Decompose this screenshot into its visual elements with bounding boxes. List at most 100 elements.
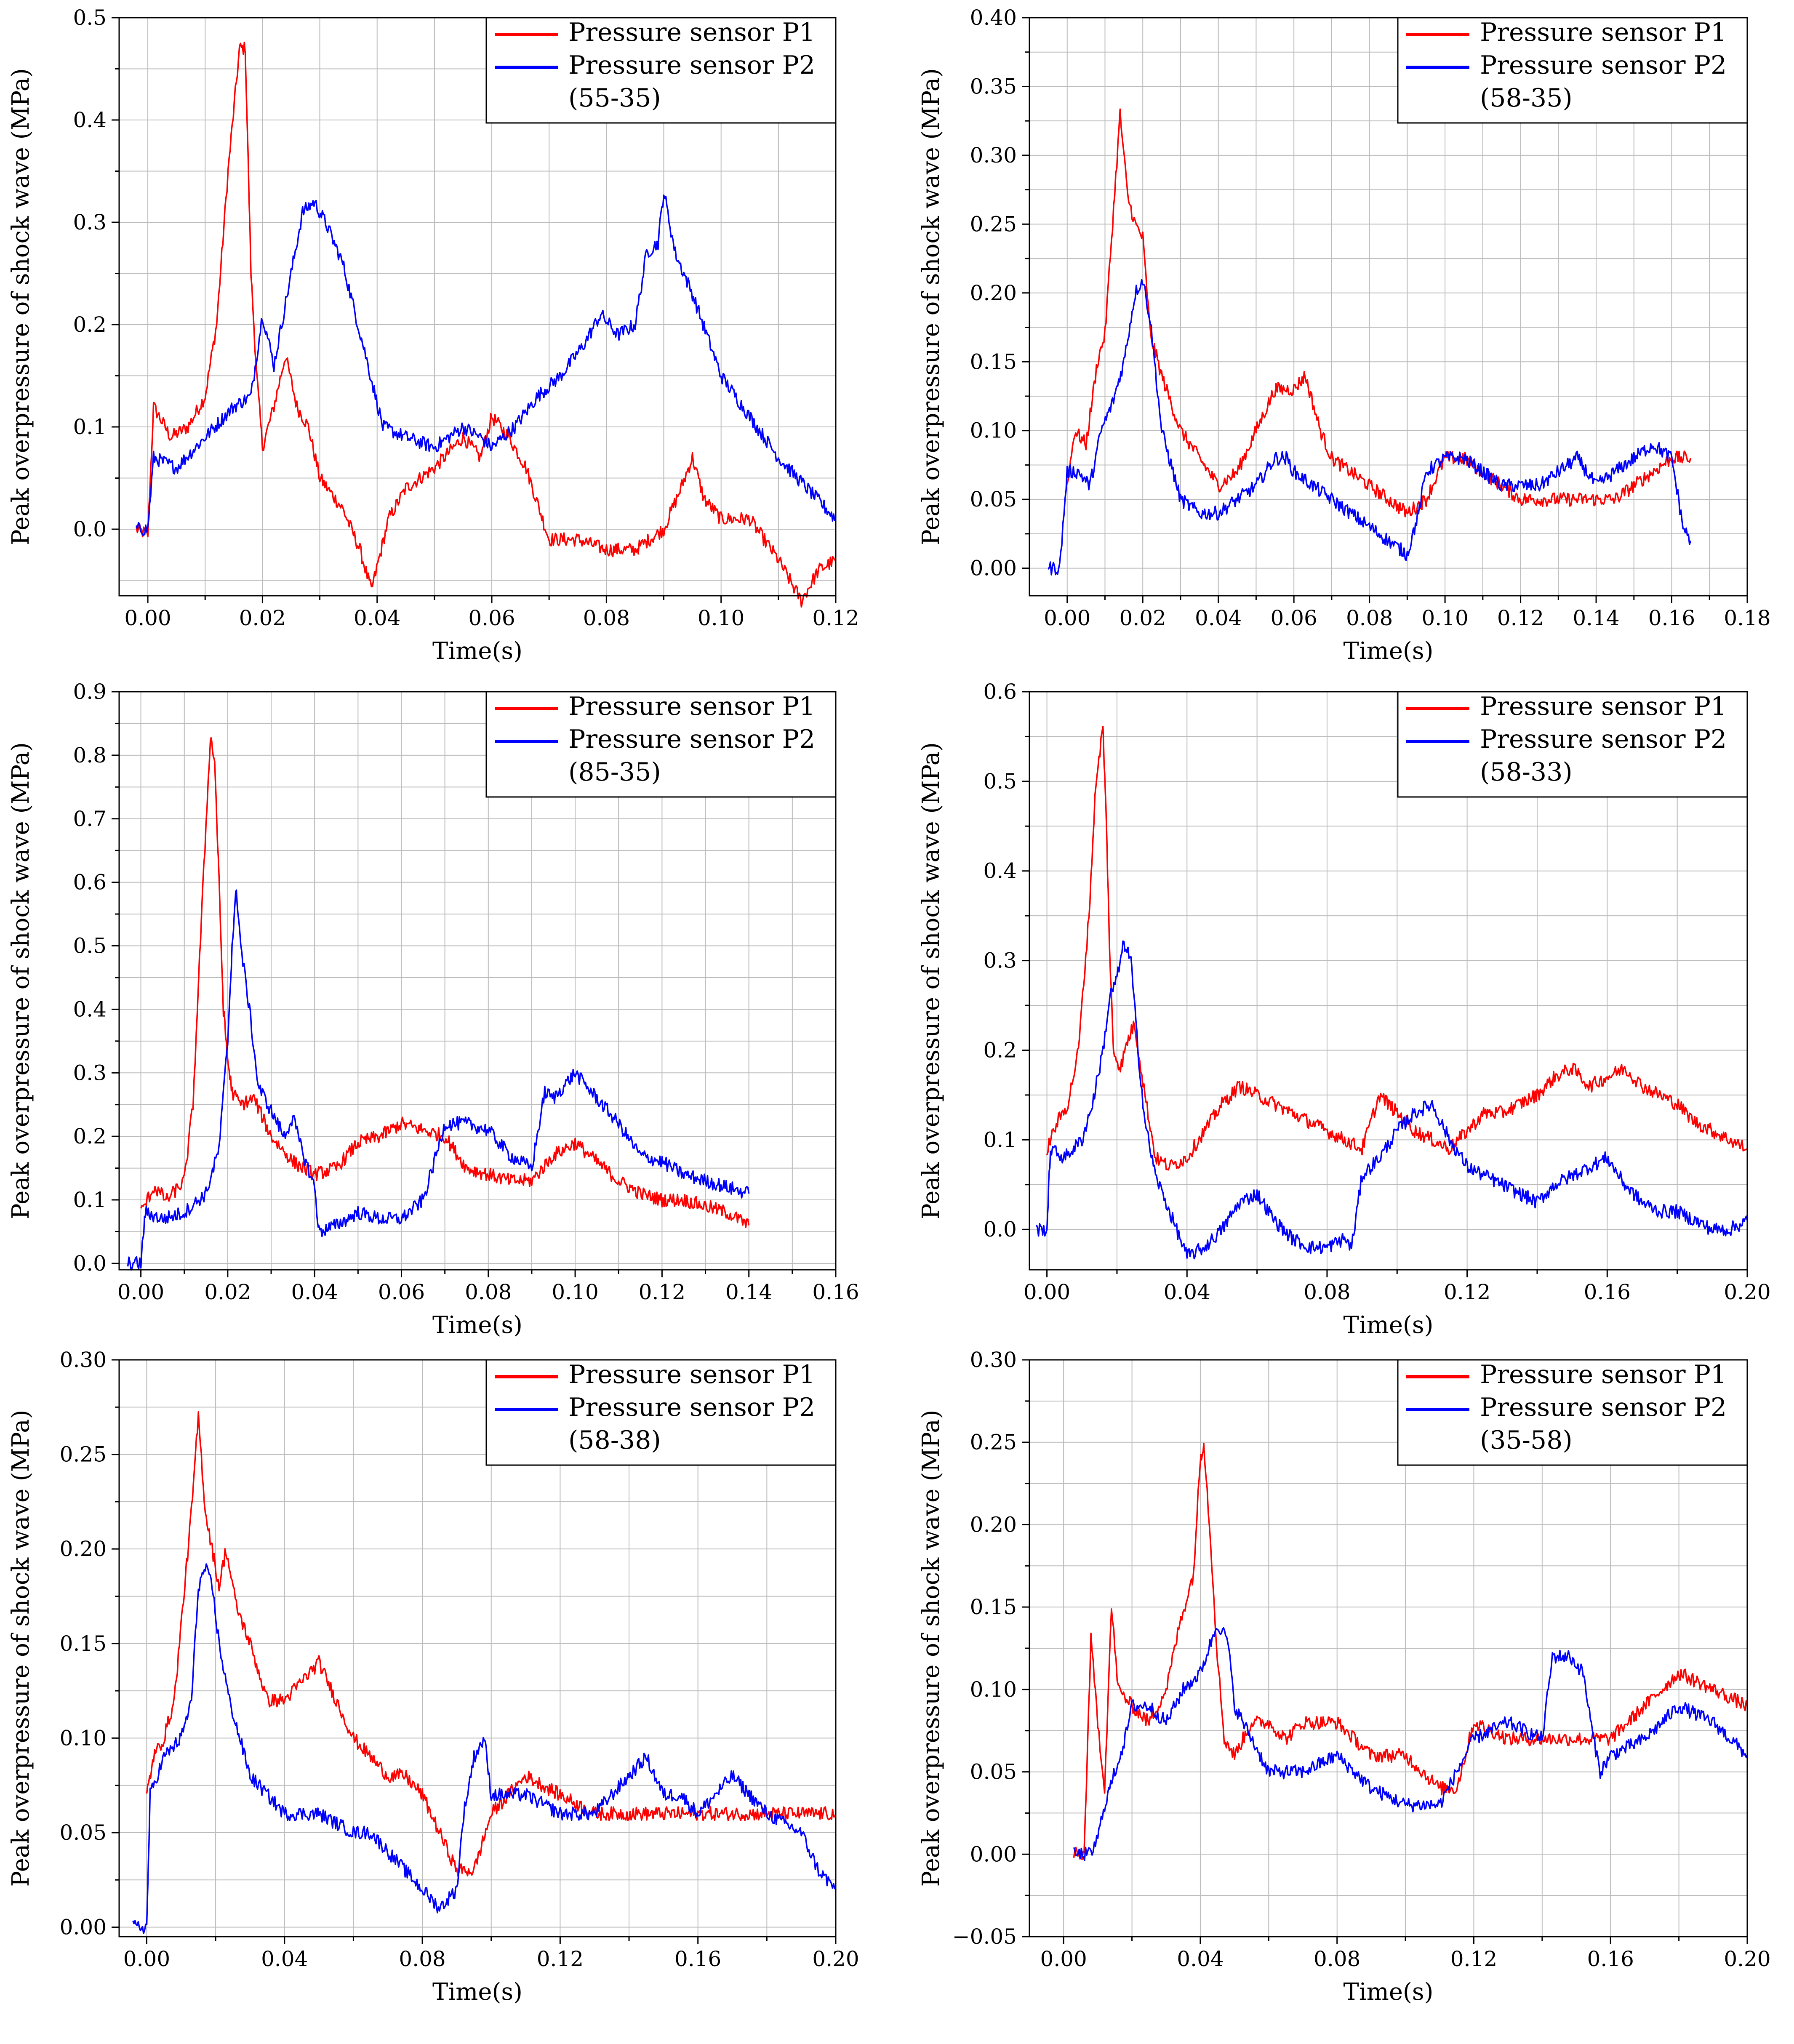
x-axis-label: Time(s) <box>1344 1978 1434 2006</box>
y-axis-label: Peak overpressure of shock wave (MPa) <box>917 1410 945 1887</box>
y-tick-label: 0.10 <box>970 1677 1017 1702</box>
legend-label-p1: Pressure sensor P1 <box>568 18 815 47</box>
y-tick-label: 0.30 <box>60 1348 107 1372</box>
x-tick-label: 0.08 <box>1346 606 1393 630</box>
x-tick-label: 0.16 <box>1584 1280 1631 1304</box>
y-tick-label: 0.4 <box>73 997 107 1021</box>
series-line-p1 <box>1073 1443 1748 1860</box>
chart-panel-4: 0.00 0.04 0.08 0.12 0.16 0.20 0.0 0.1 0.2 0.3 0.4 0… <box>917 680 1771 1339</box>
x-tick-label: 0.02 <box>1120 606 1166 630</box>
x-tick-label: 0.04 <box>261 1947 308 1971</box>
y-tick-label: −0.05 <box>952 1924 1017 1949</box>
x-axis-label: Time(s) <box>432 1311 522 1339</box>
x-tick-label: 0.04 <box>1164 1280 1210 1304</box>
legend: Pressure sensor P1 Pressure sensor P2 (35-… <box>1397 1359 1748 1466</box>
y-tick-label: 0.5 <box>73 5 107 30</box>
y-tick-label: 0.10 <box>970 418 1017 443</box>
legend-label-p1: Pressure sensor P1 <box>1480 692 1727 721</box>
x-tick-label: 0.06 <box>468 606 515 630</box>
y-tick-label: 0.15 <box>970 1595 1017 1619</box>
x-tick-label: 0.04 <box>291 1280 338 1304</box>
y-tick-label: 0.05 <box>970 1760 1017 1784</box>
chart-panel-1: 0.00 0.02 0.04 0.06 0.08 0.10 0.12 0.0 0.1 0.2 0.3… <box>7 5 859 665</box>
x-tick-label: 0.02 <box>239 606 286 630</box>
legend-label-p2: Pressure sensor P2 <box>568 1393 815 1422</box>
plot-frame <box>118 17 837 597</box>
x-tick-label: 0.08 <box>465 1280 512 1304</box>
y-tick-label: 0.10 <box>60 1726 107 1750</box>
x-tick-label: 0.12 <box>639 1280 685 1304</box>
y-tick-label: 0.0 <box>73 517 107 541</box>
y-tick-label: 0.0 <box>983 1217 1017 1242</box>
y-tick-label: 0.05 <box>60 1820 107 1845</box>
x-tick-label: 0.10 <box>1421 606 1468 630</box>
x-tick-label: 0.12 <box>812 606 859 630</box>
series-line-p1 <box>140 737 750 1228</box>
legend-label-p2: Pressure sensor P2 <box>1480 51 1727 80</box>
y-tick-label: 0.40 <box>970 5 1017 30</box>
legend-case-label: (85-35) <box>568 757 661 787</box>
legend-label-p1: Pressure sensor P1 <box>1480 18 1727 47</box>
x-tick-label: 0.12 <box>1444 1280 1490 1304</box>
y-tick-label: 0.1 <box>73 1188 107 1212</box>
y-tick-label: 0.6 <box>983 680 1017 704</box>
x-tick-label: 0.00 <box>1024 1280 1070 1304</box>
legend-label-p1: Pressure sensor P1 <box>568 1360 815 1389</box>
y-tick-label: 0.00 <box>970 1842 1017 1866</box>
series-line-p1 <box>1066 108 1692 517</box>
y-tick-label: 0.15 <box>970 349 1017 374</box>
x-tick-label: 0.20 <box>1724 1947 1770 1971</box>
x-tick-label: 0.04 <box>1195 606 1242 630</box>
y-tick-label: 0.4 <box>983 859 1017 883</box>
x-tick-label: 0.12 <box>1450 1947 1497 1971</box>
chart-panel-2: 0.00 0.02 0.04 0.06 0.08 0.10 0.12 0.14 0.16 0.18… <box>917 5 1771 665</box>
y-axis-label: Peak overpressure of shock wave (MPa) <box>7 68 35 545</box>
x-tick-label: 0.04 <box>1177 1947 1224 1971</box>
y-tick-label: 0.8 <box>73 743 107 767</box>
legend: Pressure sensor P1 Pressure sensor P2 (58-… <box>485 1359 837 1466</box>
y-tick-label: 0.3 <box>73 1061 107 1085</box>
series-line-p2 <box>127 889 750 1271</box>
plot-frame <box>1029 17 1748 597</box>
y-tick-label: 0.1 <box>73 415 107 439</box>
x-tick-label: 0.00 <box>123 1947 170 1971</box>
x-tick-label: 0.16 <box>674 1947 721 1971</box>
legend: Pressure sensor P1 Pressure sensor P2 (58-… <box>1397 691 1748 798</box>
y-tick-label: 0.25 <box>970 212 1017 236</box>
x-tick-label: 0.00 <box>1044 606 1090 630</box>
y-tick-label: 0.4 <box>73 108 107 132</box>
series-line-p2 <box>1073 1627 1748 1861</box>
y-axis-label: Peak overpressure of shock wave (MPa) <box>917 68 945 545</box>
legend-case-label: (58-35) <box>1480 83 1573 113</box>
legend-case-label: (58-33) <box>1480 757 1573 787</box>
series-line-p1 <box>146 1411 837 1877</box>
x-tick-label: 0.16 <box>812 1280 859 1304</box>
legend-label-p2: Pressure sensor P2 <box>568 51 815 80</box>
x-tick-label: 0.14 <box>1573 606 1619 630</box>
x-tick-label: 0.12 <box>1497 606 1544 630</box>
legend: Pressure sensor P1 Pressure sensor P2 (58-… <box>1397 17 1748 124</box>
y-tick-label: 0.3 <box>73 210 107 235</box>
series-line-p2 <box>132 1563 837 1934</box>
x-tick-label: 0.16 <box>1648 606 1695 630</box>
x-axis-label: Time(s) <box>1344 637 1434 665</box>
y-tick-label: 0.20 <box>970 1512 1017 1537</box>
chart-panel-3: 0.00 0.02 0.04 0.06 0.08 0.10 0.12 0.14 0.16 0.0 0… <box>7 680 859 1339</box>
x-tick-label: 0.10 <box>552 1280 598 1304</box>
x-tick-label: 0.18 <box>1724 606 1770 630</box>
legend: Pressure sensor P1 Pressure sensor P2 (55-… <box>485 17 837 124</box>
series-line-p2 <box>1048 279 1692 576</box>
y-tick-label: 0.25 <box>60 1442 107 1467</box>
plot-frame <box>1029 691 1748 1271</box>
x-tick-label: 0.04 <box>354 606 400 630</box>
y-tick-label: 0.2 <box>983 1038 1017 1062</box>
x-tick-label: 0.20 <box>1724 1280 1770 1304</box>
x-tick-label: 0.06 <box>378 1280 425 1304</box>
x-tick-label: 0.08 <box>1304 1280 1350 1304</box>
y-tick-label: 0.9 <box>73 680 107 704</box>
x-tick-label: 0.20 <box>812 1947 859 1971</box>
y-tick-label: 0.35 <box>970 74 1017 99</box>
x-axis-label: Time(s) <box>432 637 522 665</box>
y-tick-label: 0.00 <box>60 1915 107 1940</box>
